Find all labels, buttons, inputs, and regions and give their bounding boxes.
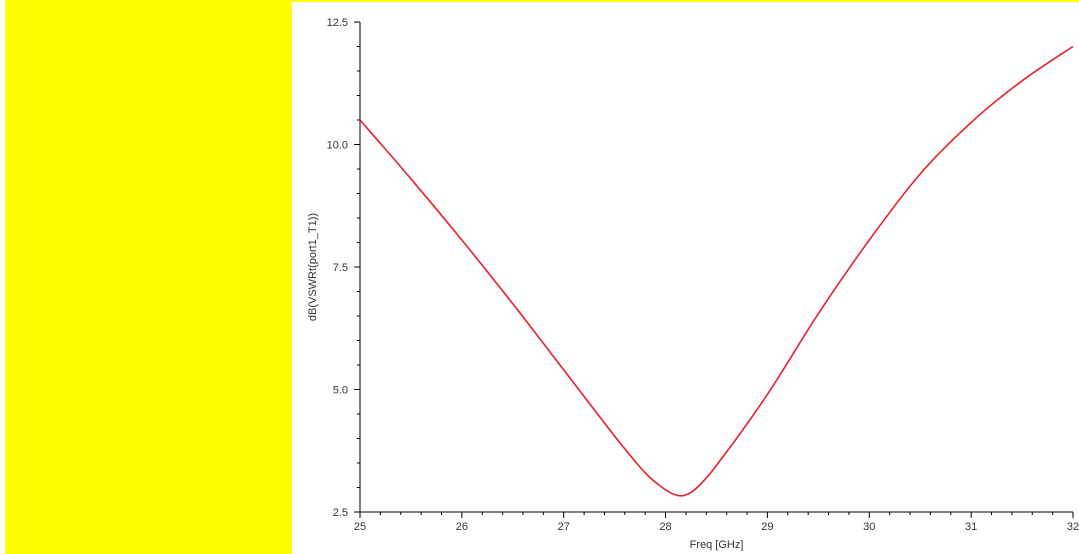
top-border-line <box>292 0 1079 2</box>
y-tick-label: 10.0 <box>327 140 348 152</box>
x-ticks: 25 26 27 28 29 30 31 32 <box>354 512 1079 533</box>
y-tick-label: 2.5 <box>333 507 348 519</box>
x-tick-label: 28 <box>659 521 671 533</box>
y-tick-label: 7.5 <box>333 262 348 274</box>
x-tick-label: 32 <box>1067 521 1079 533</box>
x-tick-label: 31 <box>965 521 977 533</box>
x-tick-label: 27 <box>558 521 570 533</box>
y-axis-label: dB(VSWRt(port1_T1)) <box>307 213 319 321</box>
axes <box>359 22 1073 513</box>
x-tick-label: 25 <box>354 521 366 533</box>
yellow-panel <box>5 0 292 554</box>
y-ticks: 2.5 5.0 7.5 10.0 12.5 <box>327 17 360 519</box>
x-tick-label: 30 <box>863 521 875 533</box>
y-tick-label: 5.0 <box>333 385 348 397</box>
x-tick-label: 29 <box>761 521 773 533</box>
x-axis-label: Freq [GHz] <box>690 539 744 551</box>
y-tick-label: 12.5 <box>327 17 348 29</box>
vswr-curve <box>359 45 1074 497</box>
x-tick-label: 26 <box>456 521 468 533</box>
